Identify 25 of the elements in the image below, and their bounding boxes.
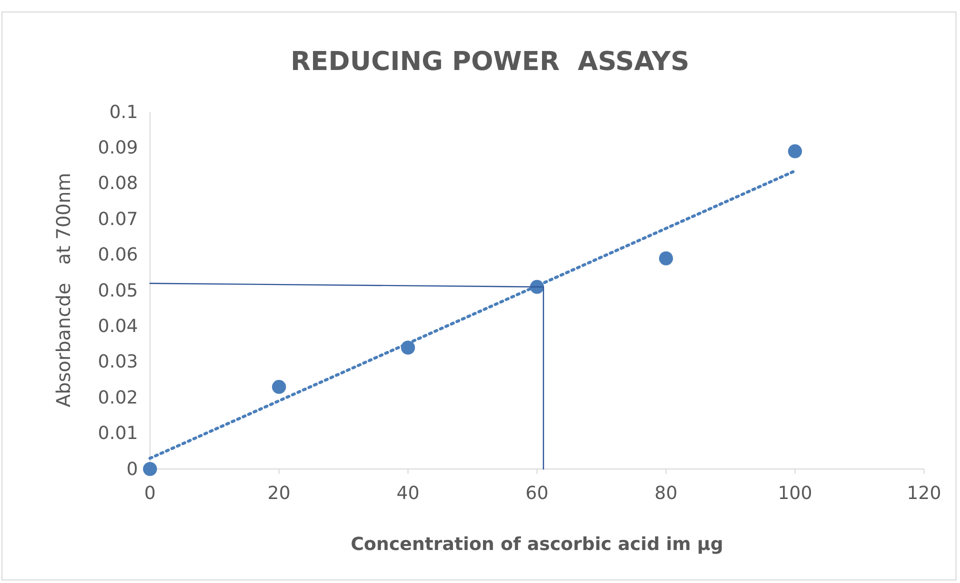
x-tick-label: 40	[396, 482, 420, 504]
y-tick-label: 0.08	[98, 173, 138, 194]
point	[272, 380, 286, 394]
y-tick-label: 0	[126, 458, 138, 480]
y-tick-label: 0.09	[98, 137, 138, 158]
y-tick-label: 0.1	[109, 102, 138, 123]
y-tick-label: 0.02	[98, 387, 138, 408]
chart-title: REDUCING POWER ASSAYS	[290, 47, 690, 77]
x-tick-label: 80	[654, 482, 678, 504]
y-tick-label: 0.07	[98, 208, 138, 230]
x-tick-label: 20	[268, 482, 290, 504]
y-axis-title: Absorbancde at 700nm	[53, 172, 75, 408]
x-axis-title: Concentration of ascorbic acid im µg	[350, 534, 724, 555]
point	[143, 462, 157, 476]
x-tick-label: 120	[906, 482, 942, 504]
y-tick-label: 0.06	[98, 244, 138, 266]
point	[788, 144, 802, 158]
y-tick-label: 0.04	[98, 316, 138, 337]
y-tick-label: 0.03	[98, 352, 138, 373]
y-tick-label: 0.05	[98, 280, 138, 302]
x-tick-label: 60	[526, 482, 548, 504]
point	[659, 251, 673, 266]
x-tick-label: 0	[144, 482, 156, 504]
x-tick-label: 100	[778, 482, 812, 504]
y-tick-label: 0.01	[98, 423, 138, 444]
